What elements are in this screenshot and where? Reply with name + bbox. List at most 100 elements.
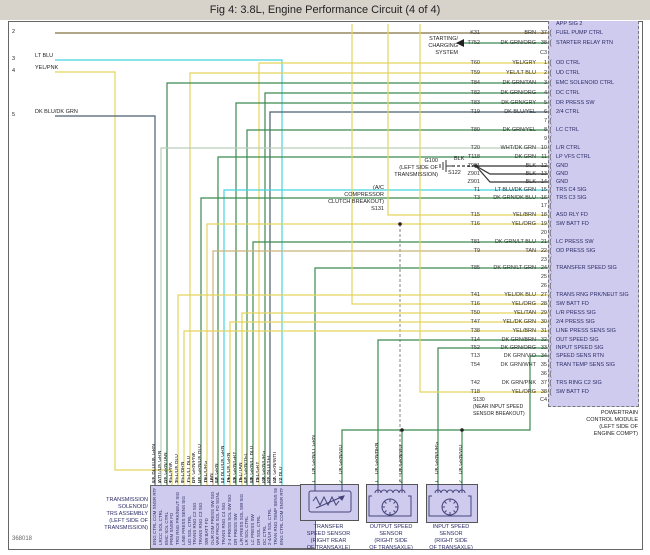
signal-label: LC PRESS SW	[556, 239, 594, 245]
connector-bracket: (	[549, 264, 552, 272]
signal-label: UD CTRL	[556, 70, 580, 76]
wire-color: DK GRN/YEL	[502, 127, 536, 133]
connector-bracket: (	[549, 370, 552, 378]
wire-color: BLK	[525, 163, 536, 169]
transfer-speed-sensor-label: TRANSFER SPEED SENSOR (RIGHT REAR OF TRANSA…	[306, 524, 351, 551]
circuit-code: Z901	[467, 179, 480, 185]
wire-color: YEL/BRN	[512, 328, 536, 334]
pcm-row-26: 26(	[436, 282, 556, 291]
pin-number: 36	[540, 371, 547, 377]
pcm-row-C4: C4	[436, 396, 556, 405]
signal-label: SW BATT FD	[556, 221, 589, 227]
connector-bracket: (	[549, 300, 552, 308]
pin-number: 25	[540, 274, 547, 280]
connector-bracket: (	[549, 194, 552, 202]
input-speed-sensor-label: INPUT SPEED SENSOR (RIGHT SIDE OF TRANSAXLE…	[429, 524, 473, 551]
pcm-row-25: 25(	[436, 273, 556, 282]
wire-transfer-sig	[314, 267, 548, 484]
pin-number: C4	[539, 397, 547, 403]
signal-label: SPEED SENS RTN	[556, 353, 604, 359]
signal-label: TRS RING C2 SIG	[556, 380, 602, 386]
pin-number: 37	[540, 380, 547, 386]
pcm-row-3: T84 DK GRN/TAN 3(EMC SOLENOID CTRL	[436, 79, 615, 88]
pcm-row-35: T54 DK GRN/WHT 35(TRAN TEMP SENS SIG	[436, 361, 616, 370]
wire-prk-neut	[177, 294, 548, 485]
output-speed-sensor-pin-2-number: 2	[399, 480, 404, 483]
wire-dk-blu-dk-grn-entry	[55, 115, 156, 485]
left-wire-3-color: LT BLU	[35, 53, 54, 59]
wire-color: DK GRN/ORG	[500, 40, 536, 46]
connector-bracket: (	[549, 117, 552, 125]
s122-splice-label: S122	[448, 170, 461, 176]
pin-number: 34	[540, 353, 547, 359]
connector-bracket: (	[549, 291, 552, 299]
circuit-code: T13	[470, 353, 480, 359]
connector-bracket: (	[549, 153, 552, 161]
pcm-row-13: Z901 BLK 13(GND	[436, 170, 568, 179]
signal-label: OD CTRL	[556, 60, 581, 66]
pin-number: 20	[540, 230, 547, 236]
pin-number: 27	[540, 292, 547, 298]
signal-label: L/R PRESS SIG	[556, 310, 596, 316]
pcm-row-30: T47 YEL/DK GRN 30(2/4 PRESS SIG	[436, 318, 595, 327]
pcm-row-27: T41 YEL/DK BLU 27(TRANS RNG PRK/NEUT SIG	[436, 291, 629, 300]
splice-dot	[398, 222, 402, 226]
splice-dot	[400, 428, 404, 432]
pin-number: 29	[540, 310, 547, 316]
wire-lp-vfs	[217, 156, 548, 485]
wire-swbatt-3	[419, 24, 548, 393]
pcm-row-38: T752 DK GRN/ORG 38(STARTER RELAY RTN	[436, 39, 613, 48]
circuit-code: T83	[470, 100, 480, 106]
signal-label: APP SIG 2	[556, 21, 583, 27]
signal-label: EMC SOLENOID CTRL	[556, 80, 615, 86]
trans-pin-23-signal: ENG CTRL COM SNSR RTN	[279, 488, 284, 545]
gear-tick	[383, 510, 387, 514]
signal-label: TRANS RNG PRK/NEUT SIG	[556, 292, 629, 298]
pin-number: 31	[540, 328, 547, 334]
transmission-assembly-label: TRANSMISSION SOLENOID/ TRS ASSEMBLY (LEF…	[104, 497, 148, 531]
wire-speed-rtn	[341, 355, 548, 484]
pin-number: 14	[540, 179, 547, 185]
pcm-row-7: 7(	[436, 117, 556, 126]
pcm-row-19: T16 YEL/ORG 19(SW BATT FD	[436, 220, 589, 229]
pin-number: 7	[543, 118, 547, 124]
connector-bracket: (	[549, 202, 552, 210]
signal-label: DR PRESS SW	[556, 100, 595, 106]
signal-label: STARTER RELAY RTN	[556, 40, 613, 46]
pin-number: 30	[540, 319, 547, 325]
trans-pin-23-color: LT BLU	[279, 466, 284, 484]
wire-dr-press	[235, 102, 548, 485]
wire-color: DK GRN/LT GRN	[493, 265, 536, 271]
wire-color: YEL/GRY	[512, 60, 536, 66]
pcm-row-11: T118 DK GRN 11(LP VFS CTRL	[436, 153, 591, 162]
pin-number: 13	[540, 171, 547, 177]
gear-tick	[393, 510, 397, 514]
signal-label: GND	[556, 163, 569, 169]
pin-number: 32	[540, 337, 547, 343]
splice-dot	[474, 164, 478, 168]
circuit-code: K31	[470, 30, 480, 36]
connector-bracket: (	[549, 282, 552, 290]
pcm-row-31: T38 YEL/BRN 31(LINE PRESS SENS SIG	[436, 327, 616, 336]
connector-bracket: (	[549, 126, 552, 134]
circuit-code: T16	[470, 301, 480, 307]
pcm-row-20: 20(	[436, 229, 556, 238]
wire-color: YEL/ORG	[511, 389, 536, 395]
connector-bracket: (	[549, 336, 552, 344]
circuit-code: T41	[470, 292, 480, 298]
s131-splice-label: (A/C COMPRESSOR CLUTCH BREAKOUT) S131	[328, 185, 384, 212]
pcm-row-29: T50 YEL/TAN 29(L/R PRESS SIG	[436, 309, 596, 318]
circuit-code: T19	[470, 109, 480, 115]
pin-number: 37	[540, 30, 547, 36]
pin-number: 4	[543, 90, 547, 96]
circuit-code: T50	[470, 310, 480, 316]
pin-number: 12	[540, 163, 547, 169]
pin-number: 17	[540, 203, 547, 209]
wire-color: DK GRN/GRY	[501, 100, 536, 106]
figure-title-bar: Fig 4: 3.8L, Engine Performance Circuit …	[0, 0, 650, 20]
wire-lc-press	[252, 241, 548, 485]
pcm-row-22: T9 TAN 22(OD PRESS SIG	[436, 247, 596, 256]
signal-label: ASD RLY FD	[556, 212, 588, 218]
